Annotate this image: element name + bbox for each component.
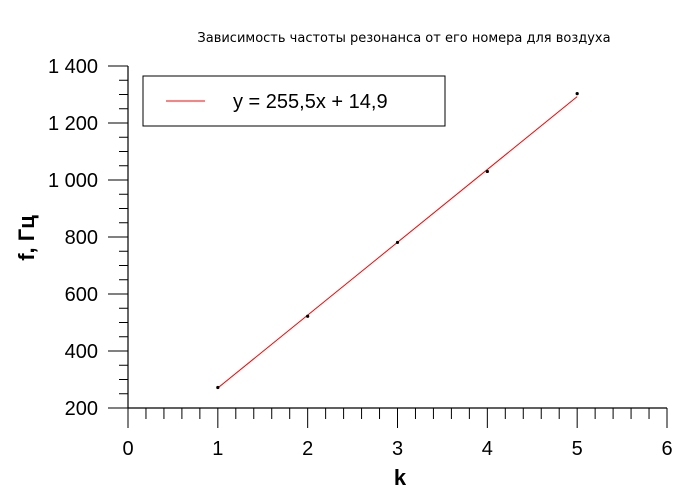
y-tick-label: 200 [65, 398, 98, 420]
data-point [485, 169, 489, 174]
legend: y = 255,5x + 14,9 [142, 75, 446, 127]
x-tick-label: 4 [482, 438, 493, 460]
data-point [575, 92, 579, 96]
data-point [306, 314, 310, 318]
x-tick-label: 5 [572, 438, 583, 460]
x-tick-label: 3 [392, 438, 403, 460]
y-axis-label: f, Гц [14, 215, 39, 261]
y-tick-label: 1 200 [48, 113, 98, 135]
data-point [395, 240, 400, 245]
x-tick-label: 1 [212, 438, 223, 460]
data-point [216, 385, 220, 390]
y-tick-label: 800 [65, 227, 98, 249]
y-tick-label: 1 000 [48, 170, 98, 192]
chart-title: Зависимость частоты резонанса от его ном… [197, 31, 610, 46]
legend-trendline-label: y = 255,5x + 14,9 [233, 91, 388, 113]
x-tick-label: 0 [122, 438, 133, 460]
plot-area [216, 92, 579, 390]
y-tick-label: 1 400 [48, 56, 98, 78]
y-tick-label: 600 [65, 284, 98, 306]
x-tick-label: 2 [302, 438, 313, 460]
y-tick-label: 400 [65, 341, 98, 363]
axes: 200 400 600 800 1 000 1 200 1 400 0 1 2 3 4 5 6 [48, 56, 673, 460]
x-axis-label: k [394, 465, 407, 490]
x-tick-label: 6 [661, 438, 672, 460]
